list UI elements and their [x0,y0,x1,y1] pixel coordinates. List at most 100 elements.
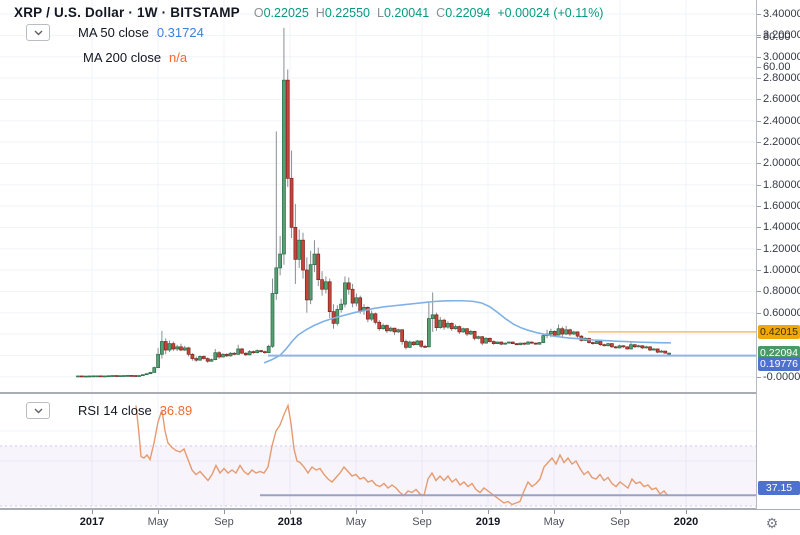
blue-line-price-badge[interactable]: 0.19776 [758,357,800,371]
candle [194,358,199,361]
chevron-down-icon[interactable] [26,402,50,419]
axis-tick-mark [757,291,761,293]
candle [648,346,652,351]
candle [232,352,237,355]
candle [167,343,172,351]
candle [243,352,248,356]
candle [236,348,241,355]
candle [163,341,168,351]
price-axis-label: 3.40000 [763,8,800,21]
pane-divider[interactable] [0,392,800,394]
candle [636,345,641,348]
price-axis-label: 1.40000 [763,221,800,234]
ma50-label[interactable]: MA 50 close [78,25,149,40]
price-chart-canvas[interactable] [0,0,756,393]
ma200-legend-row: MA 200 close n/a [83,50,187,65]
rsi-value: 36.89 [159,403,193,418]
candle [453,326,458,330]
ma200-value: n/a [169,50,188,65]
candle [263,351,267,354]
candle [221,353,225,358]
candle [228,352,233,357]
ohlc-value: 0.22550 [324,6,371,20]
candle [404,341,408,348]
candle [400,329,405,342]
candle [324,281,328,290]
price-axis-label: 1.20000 [763,242,800,255]
candle [125,375,130,377]
price-axis-label: 3.20000 [763,29,800,42]
time-axis[interactable]: 2017 May Sep 2018 May Sep 2019 May Sep 2020 [0,510,800,535]
candle [240,348,244,354]
time-axis-label: Sep [412,516,432,528]
axis-tick-mark [686,510,687,514]
candle [198,356,202,361]
candle [442,319,446,328]
axis-tick-mark [757,99,761,101]
time-axis-label: 2018 [277,516,303,528]
candle [663,350,668,354]
price-axis-label: 2.80000 [763,72,800,85]
candle [140,374,145,377]
price-gridlines [0,0,756,393]
candle [79,375,84,378]
gear-icon[interactable]: ⚙ [765,515,779,531]
axis-tick-mark [757,248,761,250]
ma50-line [263,299,672,364]
ma200-label[interactable]: MA 200 close [83,50,162,65]
rsi-chart-canvas[interactable] [0,394,756,509]
candle [518,342,523,346]
candle [285,79,290,179]
axis-tick-mark [757,184,761,186]
candle [133,375,138,377]
candle [385,325,389,332]
candle [320,279,324,290]
candle [652,348,656,351]
time-axis-label: 2017 [79,516,105,528]
candle [667,352,671,355]
candle [373,313,378,323]
symbol-title[interactable]: XRP / U.S. Dollar · 1W · BITSTAMP [14,5,240,20]
candle [491,341,496,344]
candle [110,375,115,377]
candles-layer [76,27,671,378]
axis-tick-mark [757,206,761,208]
candle [507,341,511,344]
candle [468,331,473,335]
candle [594,341,599,344]
ohlc-letter: C [436,6,446,20]
candle [255,350,260,354]
rsi-line-value-badge[interactable]: 37.15 [758,481,800,495]
rsi-label[interactable]: RSI 14 close [78,403,152,418]
candle [602,344,607,347]
candle [293,227,298,260]
candle [575,331,580,337]
candle [571,331,576,335]
candle [484,337,488,344]
candle [499,341,504,345]
axis-tick-mark [757,67,761,68]
axis-tick-mark [757,270,761,272]
candle [201,356,206,359]
price-axis-label: 2.20000 [763,136,800,149]
ma50-value: 0.31724 [156,25,204,40]
chevron-down-icon[interactable] [26,24,50,41]
candle [465,328,469,335]
price-axis-label: 1.00000 [763,264,800,277]
time-axis-label: Sep [610,516,630,528]
yellow-line-price-badge[interactable]: 0.42015 [758,325,800,339]
last-price-badge[interactable]: 0.22094 [758,346,800,360]
candle [621,345,626,348]
price-axis-label: 1.60000 [763,200,800,213]
axis-tick-mark [554,510,555,514]
price-axis-label: 2.00000 [763,157,800,170]
change-value: +0.00024 (+0.11%) [497,6,604,20]
candle [282,79,286,255]
candle [526,341,530,345]
price-axis[interactable]: 3.40000 3.20000 3.00000 2.80000 2.60000 2.400… [756,0,800,509]
candle [312,253,317,266]
candle [156,353,160,368]
candle [251,351,256,354]
ohlc-values: O0.22025 H0.22550 L0.20041 C0.22094 +0.00024… [254,5,611,20]
